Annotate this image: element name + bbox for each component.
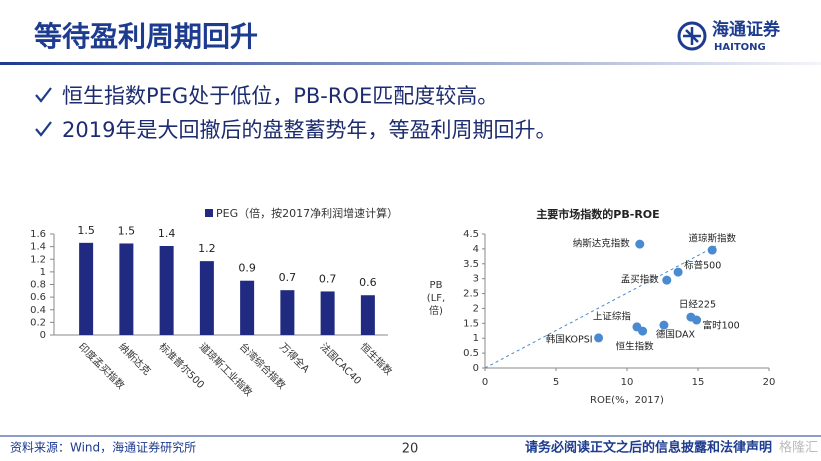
y-tick-label: 2 <box>473 303 479 314</box>
bullet: 恒生指数PEG处于低位，PB-ROE匹配度较高。 <box>62 84 498 108</box>
header-rule <box>0 62 821 65</box>
x-tick-label: 10 <box>621 377 634 388</box>
slide-title: 等待盈利周期回升 <box>34 20 258 53</box>
value-label: 0.9 <box>238 262 256 275</box>
x-tick-label: 15 <box>692 377 705 388</box>
y-tick-label: 1 <box>473 333 479 344</box>
value-label: 1.5 <box>118 224 136 237</box>
x-tick-label: 20 <box>763 377 776 388</box>
x-tick-label: 0 <box>482 377 488 388</box>
point <box>635 239 645 249</box>
trend-line <box>484 245 717 369</box>
disclaimer: 请务必阅读正文之后的信息披露和法律声明 <box>525 440 772 456</box>
y-tick-label: 0.8 <box>30 280 46 291</box>
value-label: 1.2 <box>198 242 216 255</box>
logo-icon <box>683 27 701 45</box>
y-tick-label: 3.5 <box>463 259 479 270</box>
y-tick-label: 0 <box>473 363 479 374</box>
y-tick-label: 1.6 <box>30 229 46 240</box>
check-icon <box>35 87 52 103</box>
y-tick-label: 0.4 <box>30 305 46 316</box>
x-tick-label: 纳斯达克 <box>116 340 153 377</box>
y-tick-label: 4.5 <box>463 229 479 240</box>
x-tick-label: 恒生指数 <box>358 340 395 377</box>
point <box>692 315 702 325</box>
bar <box>280 290 295 335</box>
point <box>638 326 648 336</box>
y-tick-label: 1.2 <box>30 254 46 265</box>
point <box>673 267 683 277</box>
y-tick-label: 4 <box>473 244 479 255</box>
x-tick-label: 5 <box>553 377 559 388</box>
value-label: 1.4 <box>158 227 176 240</box>
chart-title: 主要市场指数的PB-ROE <box>536 207 659 221</box>
bar <box>159 245 174 335</box>
point <box>662 275 672 285</box>
y-tick-label: 1 <box>40 267 46 278</box>
point-label: 德国DAX <box>656 329 696 341</box>
point <box>707 245 717 255</box>
check-icon <box>35 121 52 137</box>
bar <box>79 242 94 335</box>
point-label: 恒生指数 <box>616 341 655 353</box>
logo-en: HAITONG <box>714 42 766 53</box>
point <box>659 320 669 330</box>
legend-label: PEG（倍，按2017净利润增速计算） <box>216 206 398 220</box>
bar <box>199 261 214 335</box>
x-tick-label: 法国CAC40 <box>317 340 364 387</box>
value-label: 1.5 <box>77 224 95 237</box>
bar <box>240 280 255 335</box>
point-label: 日经225 <box>679 299 716 311</box>
point-label: 上证综指 <box>593 310 632 322</box>
point-label: 富时100 <box>703 320 740 332</box>
point-label: 标普500 <box>684 260 721 272</box>
point <box>594 333 604 343</box>
logo-text: 海通证券 <box>712 19 781 40</box>
y-tick-label: 1.5 <box>463 318 479 329</box>
point-label: 韩国KOPSI <box>546 333 593 345</box>
bar <box>320 291 335 335</box>
point-label: 道琼斯指数 <box>688 233 736 245</box>
x-axis-label: ROE(%，2017) <box>590 395 664 406</box>
y-axis-label: PB <box>430 280 443 291</box>
bullet: 2019年是大回撤后的盘整蓄势年，等盈利周期回升。 <box>62 118 556 142</box>
y-axis-label: (LF, <box>427 293 445 304</box>
y-tick-label: 2.5 <box>463 289 479 300</box>
y-tick-label: 1.4 <box>30 242 46 253</box>
value-label: 0.6 <box>359 276 377 289</box>
point-label: 纳斯达克指数 <box>573 238 631 250</box>
y-tick-label: 3 <box>473 274 479 285</box>
page-number: 20 <box>402 442 419 457</box>
value-label: 0.7 <box>279 271 297 284</box>
x-tick-label: 万得全A <box>277 340 312 375</box>
point-label: 孟买指数 <box>621 274 660 286</box>
source: 资料来源：Wind，海通证券研究所 <box>10 440 196 455</box>
bar <box>360 295 375 335</box>
y-tick-label: 0 <box>40 330 46 341</box>
y-tick-label: 0.6 <box>30 292 46 303</box>
y-tick-label: 0.5 <box>463 348 479 359</box>
watermark: 格隆汇 <box>779 440 818 456</box>
legend-swatch <box>205 209 213 217</box>
y-tick-label: 0.2 <box>30 317 46 328</box>
value-label: 0.7 <box>319 272 337 285</box>
bar <box>119 243 134 335</box>
logo-icon <box>677 21 707 51</box>
y-axis-label: 倍) <box>429 304 443 317</box>
